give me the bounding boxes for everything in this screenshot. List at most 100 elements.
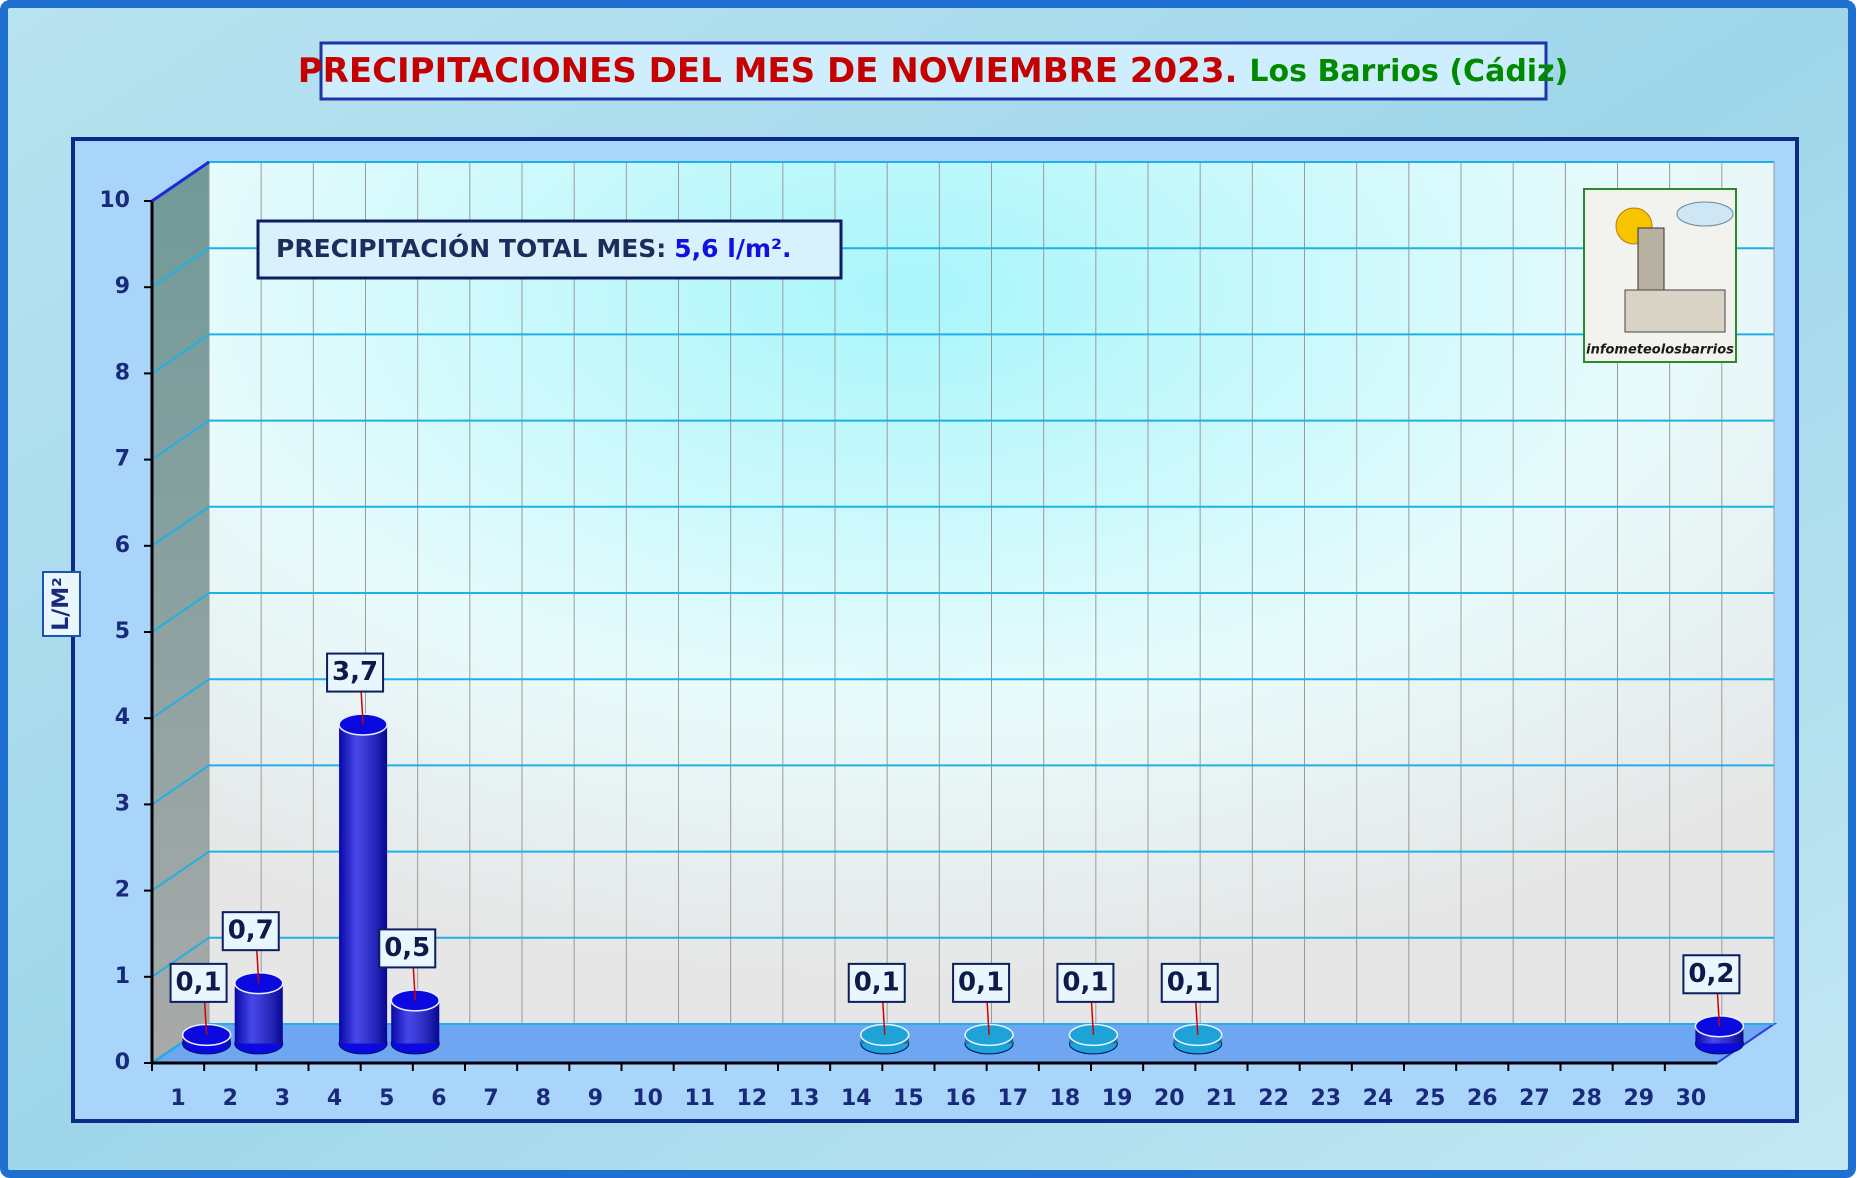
y-tick-label: 4 [115, 705, 130, 730]
bar [181, 1023, 232, 1055]
y-tick-label: 2 [115, 878, 130, 903]
grid-line [151, 850, 1774, 892]
logo: infometeolosbarrios [1583, 188, 1737, 363]
x-tick-label: 16 [945, 1086, 976, 1111]
y-axis-label: L/M² [49, 577, 74, 631]
annotation: PRECIPITACIÓN TOTAL MES: 5,6 l/m². [276, 233, 791, 263]
x-tick-label: 15 [893, 1086, 924, 1111]
title-main: PRECIPITACIONES DEL MES DE NOVIEMBRE 202… [298, 51, 1238, 91]
x-tick-label: 7 [483, 1086, 498, 1111]
grid-line [151, 764, 1774, 806]
x-tick-label: 25 [1415, 1086, 1446, 1111]
x-tick-label: 14 [841, 1086, 872, 1111]
data-label-box [952, 962, 1011, 1003]
x-tick-label: 20 [1154, 1086, 1185, 1111]
logo-cloud [1676, 201, 1734, 227]
x-tick-label: 13 [789, 1086, 820, 1111]
leader-line [256, 949, 260, 984]
x-tick-label: 11 [684, 1086, 715, 1111]
bar [1068, 1023, 1119, 1055]
bar [234, 971, 284, 1055]
x-tick-label: 22 [1258, 1086, 1289, 1111]
data-label: 0,2 [1688, 959, 1734, 989]
subtitle: Los Barrios (Cádiz) [1249, 54, 1568, 89]
x-tick-label: 27 [1519, 1086, 1550, 1111]
bar [338, 713, 388, 1055]
y-tick-label: 8 [115, 360, 130, 385]
leader-line [986, 1000, 990, 1035]
title: PRECIPITACIONES DEL MES DE NOVIEMBRE 202… [298, 51, 1569, 91]
x-tick-label: 29 [1623, 1086, 1654, 1111]
x-tick-label: 9 [588, 1086, 603, 1111]
y-tick-label: 10 [99, 188, 130, 213]
leader-line [882, 1000, 886, 1035]
data-label: 3,7 [332, 657, 378, 687]
y-tick-label: 9 [115, 274, 130, 299]
y-tick-label: 7 [115, 447, 130, 472]
title-box [319, 41, 1548, 101]
x-tick-label: 10 [632, 1086, 663, 1111]
data-label: 0,1 [176, 967, 222, 997]
bar-shade [339, 724, 388, 1044]
data-label: 0,1 [1062, 967, 1108, 997]
grid-line [151, 592, 1774, 633]
x-tick-label: 21 [1206, 1086, 1237, 1111]
leader-line [412, 966, 416, 1001]
x-tick-label: 24 [1363, 1086, 1394, 1111]
grid-line [151, 419, 1774, 461]
logo-text: infometeolosbarrios [1586, 343, 1734, 358]
bar [964, 1023, 1014, 1055]
data-label-box [1056, 962, 1115, 1003]
bar [1694, 1015, 1745, 1055]
data-label-box [1160, 962, 1219, 1003]
data-label-box [326, 652, 385, 693]
x-tick-label: 17 [997, 1086, 1028, 1111]
data-label: 0,5 [384, 933, 430, 963]
x-tick-label: 28 [1571, 1086, 1602, 1111]
annotation-box [256, 219, 843, 280]
data-label-box [1682, 954, 1741, 995]
data-label-box [847, 962, 906, 1003]
leader-line [1716, 992, 1721, 1027]
data-label: 0,1 [958, 967, 1004, 997]
x-tick-label: 18 [1050, 1086, 1081, 1111]
x-tick-label: 26 [1467, 1086, 1498, 1111]
leader-line [1090, 1000, 1095, 1035]
x-tick-label: 23 [1310, 1086, 1341, 1111]
data-label-box [378, 928, 437, 969]
data-label: 0,1 [1167, 967, 1213, 997]
y-label-box [42, 571, 81, 637]
y-tick-label: 6 [115, 533, 130, 558]
x-tick-label: 4 [327, 1086, 342, 1111]
x-tick-label: 6 [431, 1086, 446, 1111]
x-tick-label: 12 [737, 1086, 768, 1111]
grid-line [151, 333, 1774, 375]
leader-line [1195, 1000, 1199, 1035]
data-label-box [169, 962, 228, 1003]
leader-line [360, 690, 364, 725]
logo-building [1624, 289, 1726, 333]
grid-line [151, 678, 1774, 720]
x-tick-label: 19 [1102, 1086, 1133, 1111]
x-tick-label: 30 [1676, 1086, 1707, 1111]
grid-line [151, 247, 1774, 289]
data-label: 0,7 [228, 916, 274, 946]
data-label: 0,1 [854, 967, 900, 997]
x-tick-label: 5 [379, 1086, 394, 1111]
y-tick-label: 0 [115, 1050, 130, 1075]
x-tick-label: 3 [275, 1086, 290, 1111]
y-tick-label: 3 [115, 791, 130, 816]
top-edge [151, 160, 210, 203]
leader-line [203, 1000, 208, 1035]
data-label-box [221, 911, 280, 952]
x-tick-label: 2 [223, 1086, 238, 1111]
y-tick-label: 1 [115, 964, 130, 989]
x-tick-label: 8 [536, 1086, 551, 1111]
grid-line [151, 505, 1774, 547]
y-tick-label: 5 [115, 619, 130, 644]
x-tick-label: 1 [170, 1086, 185, 1111]
annotation-value: 5,6 l/m². [674, 234, 791, 263]
annotation-label: PRECIPITACIÓN TOTAL MES: [276, 233, 666, 263]
